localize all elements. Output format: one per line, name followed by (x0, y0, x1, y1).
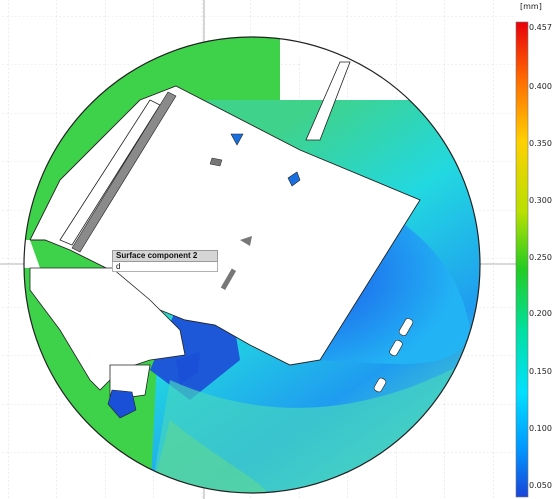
callout-subtitle: d (112, 262, 218, 272)
surface-component-label[interactable]: Surface component 2 d (112, 250, 218, 272)
legend-tick: 0.457 (529, 23, 552, 32)
legend-tick: 0.200 (529, 309, 552, 318)
legend-tick: 0.400 (529, 82, 552, 91)
legend-tick: 0.150 (529, 367, 552, 376)
legend-tick: 0.050 (529, 481, 552, 490)
color-scale-bar (515, 21, 529, 498)
legend-tick: 0.350 (529, 139, 552, 148)
legend-unit-label: [mm] (520, 2, 542, 11)
disc-outline (23, 36, 481, 494)
gray-rod (71, 91, 177, 253)
legend-tick: 0.300 (529, 196, 552, 205)
callout-title: Surface component 2 (112, 250, 218, 262)
legend-tick: 0.250 (529, 253, 552, 262)
legend-tick: 0.100 (529, 424, 552, 433)
legend-ticks: 0.457 0.400 0.350 0.300 0.250 0.200 0.15… (529, 0, 552, 499)
